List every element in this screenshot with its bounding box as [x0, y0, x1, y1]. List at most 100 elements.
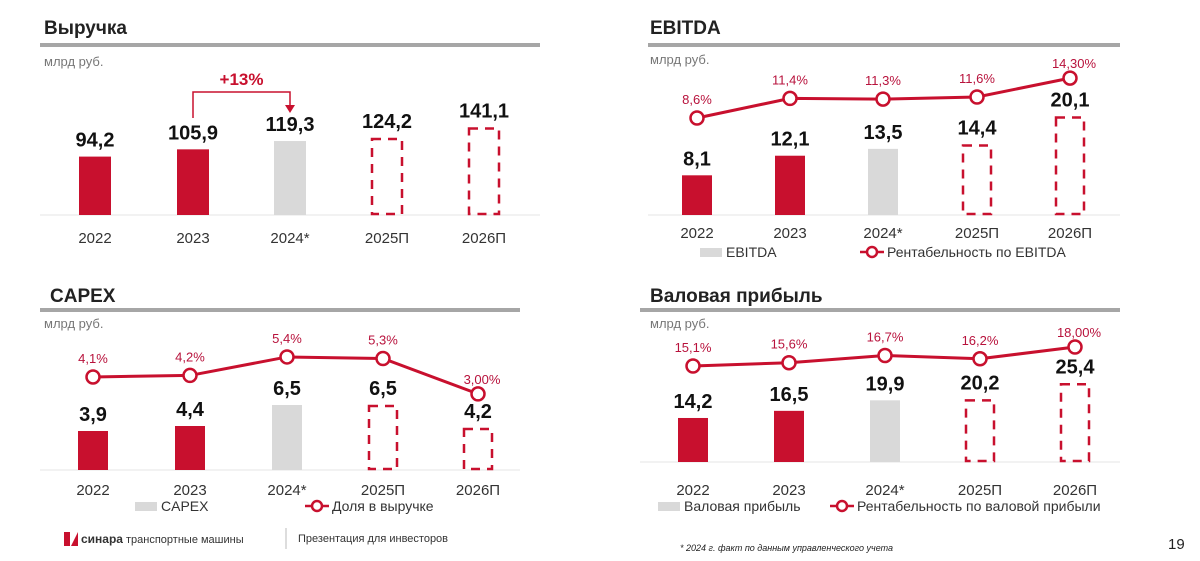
bar-2026П	[1059, 383, 1091, 463]
margin-point	[782, 90, 798, 107]
category-label: 2024*	[865, 482, 904, 499]
chart-panel-3: CAPEX млрд руб. 3,9 2022 4,4 2023 6,5 2024* 6,5 2…	[40, 286, 520, 514]
unit-label: млрд руб.	[650, 316, 709, 331]
value-label: 8,1	[683, 148, 711, 170]
category-label: 2026П	[1048, 225, 1092, 242]
value-label: 14,2	[674, 391, 713, 413]
bar-2022	[78, 431, 108, 470]
title-rule	[40, 308, 520, 312]
legend-marker-icon	[835, 499, 849, 513]
margin-point	[182, 367, 198, 384]
value-label: 19,9	[866, 373, 905, 395]
bar-2023	[177, 149, 209, 215]
margin-point	[1067, 339, 1083, 355]
arrow-down-icon	[285, 105, 295, 113]
category-label: 2026П	[1053, 482, 1097, 499]
chart-title: Выручка	[44, 18, 127, 39]
value-label: 105,9	[168, 122, 218, 144]
chart-panel-4: Валовая прибыль млрд руб. 14,2 2022 16,5 2023…	[640, 286, 1120, 514]
margin-label: 4,2%	[175, 349, 205, 364]
legend: EBITDA Рентабельность по EBITDA	[700, 244, 1067, 260]
bar-2024*	[870, 400, 900, 462]
value-label: 6,5	[369, 378, 397, 400]
legend: CAPEX Доля в выручке	[135, 498, 434, 514]
bar-2023	[175, 426, 205, 470]
footnote: * 2024 г. факт по данным управленческого…	[680, 543, 893, 553]
value-label: 20,1	[1051, 90, 1090, 112]
logo-brand: синара	[81, 532, 123, 546]
category-label: 2022	[76, 482, 109, 499]
title-rule	[40, 43, 540, 47]
margin-label: 5,3%	[368, 332, 398, 347]
margin-label: 14,30%	[1052, 56, 1097, 71]
value-label: 20,2	[961, 372, 1000, 394]
growth-arrow	[192, 91, 291, 118]
bar-2025П	[370, 137, 404, 216]
margin-point	[279, 349, 295, 365]
margin-label: 3,00%	[464, 372, 501, 387]
category-label: 2025П	[361, 482, 405, 499]
bar-2025П	[961, 144, 993, 216]
margin-label: 8,6%	[682, 92, 712, 107]
legend-marker-icon	[310, 499, 324, 513]
bar-2023	[775, 155, 805, 215]
margin-label: 16,2%	[962, 333, 999, 348]
category-label: 2023	[176, 230, 209, 247]
legend-marker-icon	[865, 245, 879, 259]
legend-bar-label: CAPEX	[161, 498, 209, 514]
bar-2024*	[274, 141, 306, 215]
value-label: 141,1	[459, 101, 509, 123]
category-label: 2024*	[267, 482, 306, 499]
value-label: 25,4	[1056, 356, 1096, 378]
company-logo: синара транспортные машины	[64, 532, 244, 546]
margin-label: 16,7%	[867, 330, 904, 345]
category-label: 2025П	[958, 482, 1002, 499]
bar-2022	[79, 156, 111, 215]
value-label: 12,1	[771, 129, 810, 151]
category-label: 2024*	[863, 225, 902, 242]
value-label: 119,3	[266, 114, 315, 136]
legend-line-label: Рентабельность по EBITDA	[887, 244, 1067, 260]
margin-label: 11,3%	[865, 73, 901, 88]
margin-point	[689, 110, 705, 126]
margin-point	[470, 386, 486, 402]
category-label: 2025П	[365, 230, 409, 247]
bar-2026П	[462, 427, 494, 471]
margin-point	[972, 351, 988, 367]
legend-line-label: Доля в выручке	[332, 498, 434, 514]
margin-point	[969, 89, 985, 105]
title-rule	[640, 308, 1120, 312]
bar-2026П	[1054, 116, 1086, 216]
margin-label: 15,1%	[675, 340, 712, 355]
margin-point	[877, 347, 893, 364]
chart-panel-1: Выручка млрд руб. 94,2 2022 105,9 2023 119,3 20…	[40, 18, 540, 247]
category-label: 2023	[773, 225, 806, 242]
legend-bar-label: Валовая прибыль	[684, 498, 801, 514]
category-label: 2026П	[462, 230, 506, 247]
category-label: 2023	[173, 482, 206, 499]
value-label: 14,4	[958, 117, 998, 139]
margin-label: 11,6%	[959, 71, 995, 86]
chart-title: EBITDA	[650, 18, 721, 39]
legend: Валовая прибыль Рентабельность по валовой…	[658, 498, 1101, 514]
value-label: 4,2	[464, 401, 492, 423]
bar-2022	[678, 417, 708, 462]
category-label: 2024*	[270, 230, 309, 247]
category-label: 2023	[772, 482, 805, 499]
legend-bar-swatch	[658, 502, 680, 511]
logo-text: транспортные машины	[126, 534, 244, 546]
bar-2025П	[367, 404, 399, 471]
chart-title: CAPEX	[50, 286, 116, 307]
bar-2026П	[467, 127, 501, 216]
chart-panel-2: EBITDA млрд руб. 8,1 2022 12,1 2023 13,5 2024* 1…	[648, 18, 1120, 260]
growth-annotation: +13%	[192, 70, 295, 118]
margin-label: 18,00%	[1057, 325, 1102, 340]
category-label: 2022	[676, 482, 709, 499]
margin-point	[85, 369, 101, 385]
value-label: 3,9	[79, 404, 107, 426]
margin-point	[1062, 70, 1078, 86]
presentation-label: Презентация для инвесторов	[298, 533, 448, 545]
margin-label: 5,4%	[272, 331, 302, 346]
unit-label: млрд руб.	[650, 52, 709, 67]
